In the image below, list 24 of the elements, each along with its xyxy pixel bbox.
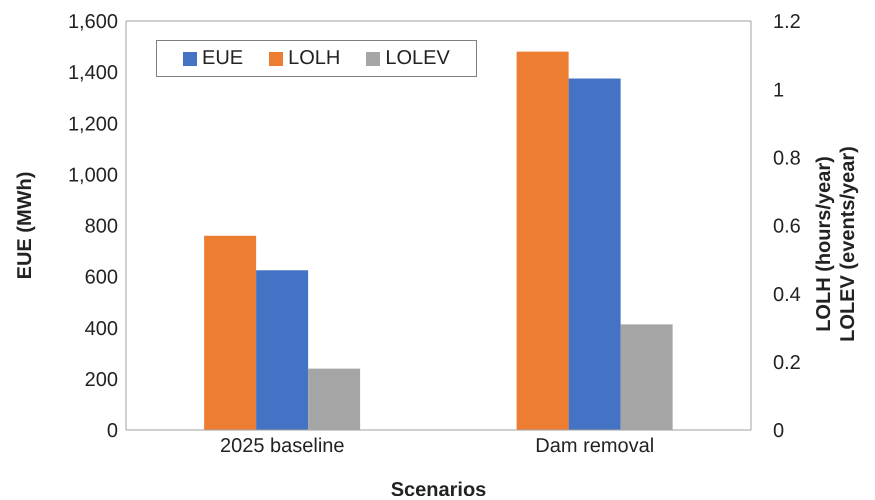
y2-tick-label: 1 xyxy=(773,79,784,102)
y-axis-title: EUE (MWh) xyxy=(14,172,36,280)
y2-tick-label: 1.2 xyxy=(773,11,801,34)
y-tick-label: 1,400 xyxy=(68,62,118,84)
y2-tick-label: 0.6 xyxy=(773,216,801,238)
x-tick-label: 2025 baseline xyxy=(220,435,345,458)
legend-label: LOLEV xyxy=(385,47,450,70)
y-tick-label: 800 xyxy=(84,216,118,238)
y-tick-label: 0 xyxy=(106,420,118,442)
y-tick-label: 600 xyxy=(84,266,118,289)
x-axis-title: Scenarios xyxy=(390,479,486,500)
x-tick-label: Dam removal xyxy=(535,435,654,458)
y-tick-label: 1,000 xyxy=(68,164,118,186)
legend-label: EUE xyxy=(202,47,244,70)
y-tick-label: 400 xyxy=(84,318,118,340)
y2-tick-label: 0.4 xyxy=(773,284,801,306)
legend-label: LOLH xyxy=(288,47,340,70)
y2-tick-label: 0.8 xyxy=(773,147,801,170)
y2-tick-label: 0 xyxy=(773,420,784,442)
y2-axis-title: LOLH (hours/year) LOLEV (events/year) xyxy=(812,145,860,344)
y-tick-label: 1,200 xyxy=(68,113,118,136)
y2-tick-label: 0.2 xyxy=(773,352,801,374)
y-tick-label: 1,600 xyxy=(68,11,118,34)
y-tick-label: 200 xyxy=(84,368,118,391)
